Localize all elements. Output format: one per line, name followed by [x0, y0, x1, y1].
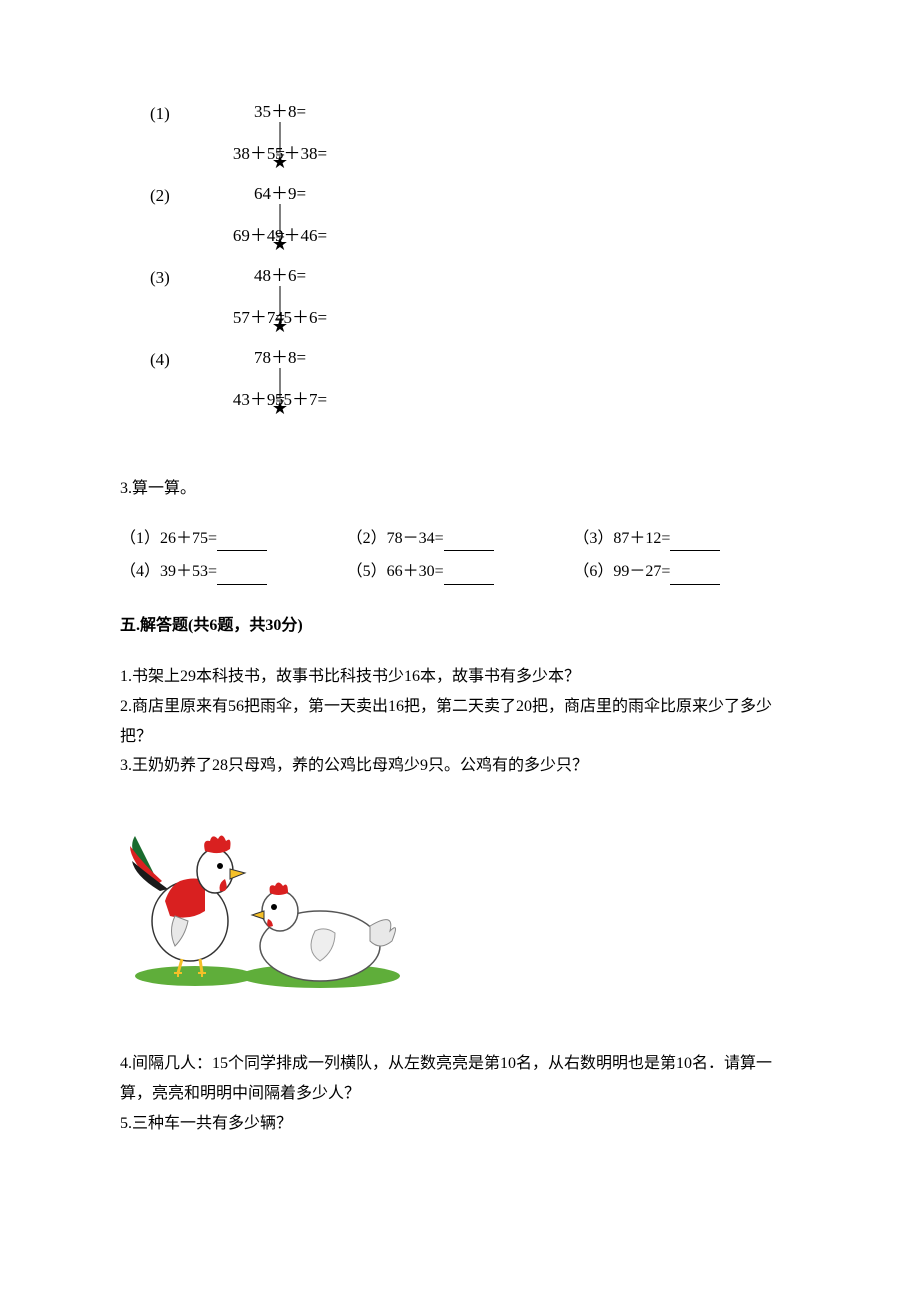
diagram-right-expr: 9＋46= — [275, 222, 327, 249]
calc-expr: （5）66＋30= — [347, 563, 444, 580]
calc-expr: （6）99－27= — [573, 563, 670, 580]
calc-item: （5）66＋30= — [347, 559, 574, 585]
diagram-number: (3) — [150, 264, 210, 291]
arithmetic-diagram-block: (1) 35＋8= ★ 38＋5= 5＋38= (2) 64＋9= ★ 69＋4… — [150, 100, 800, 426]
calc-item: （2）78－34= — [347, 526, 574, 552]
question-2: 2.商店里原来有56把雨伞，第一天卖出16把，第二天卖了20把，商店里的雨伞比原… — [120, 692, 800, 751]
diagram-group: 64＋9= ★ 69＋4= 9＋46= — [210, 182, 350, 262]
diagram-group: 78＋8= ★ 43＋9= 55＋7= — [210, 346, 350, 426]
diagram-right-expr: 55＋7= — [275, 386, 327, 413]
diagram-right-expr: 5＋38= — [275, 140, 327, 167]
diagram-group: 35＋8= ★ 38＋5= 5＋38= — [210, 100, 350, 180]
chickens-svg-icon — [120, 821, 420, 991]
fill-blank[interactable] — [217, 535, 267, 551]
calc-row: （4）39＋53= （5）66＋30= （6）99－27= — [120, 559, 800, 585]
diagram-item: (1) 35＋8= ★ 38＋5= 5＋38= — [150, 100, 800, 180]
diagram-number: (2) — [150, 182, 210, 209]
calc-item: （3）87＋12= — [573, 526, 800, 552]
question-4: 4.间隔几人：15个同学排成一列横队，从左数亮亮是第10名，从右数明明也是第10… — [120, 1049, 800, 1108]
question-3: 3.王奶奶养了28只母鸡，养的公鸡比母鸡少9只。公鸡有的多少只？ — [120, 751, 800, 781]
calc-row: （1）26＋75= （2）78－34= （3）87＋12= — [120, 526, 800, 552]
calc-item: （6）99－27= — [573, 559, 800, 585]
fill-blank[interactable] — [444, 569, 494, 585]
diagram-right-expr: 45＋6= — [275, 304, 327, 331]
diagram-item: (4) 78＋8= ★ 43＋9= 55＋7= — [150, 346, 800, 426]
diagram-number: (1) — [150, 100, 210, 127]
fill-blank[interactable] — [670, 535, 720, 551]
section-5-heading: 五.解答题(共6题，共30分) — [120, 613, 800, 639]
diagram-item: (2) 64＋9= ★ 69＋4= 9＋46= — [150, 182, 800, 262]
calc-item: （4）39＋53= — [120, 559, 347, 585]
fill-blank[interactable] — [444, 535, 494, 551]
diagram-number: (4) — [150, 346, 210, 373]
diagram-group: 48＋6= ★ 57＋7= 45＋6= — [210, 264, 350, 344]
calc-section-label: 3.算一算。 — [120, 476, 800, 502]
calc-expr: （2）78－34= — [347, 530, 444, 547]
calc-expr: （1）26＋75= — [120, 530, 217, 547]
question-5: 5.三种车一共有多少辆？ — [120, 1109, 800, 1139]
calc-item: （1）26＋75= — [120, 526, 347, 552]
calc-expr: （3）87＋12= — [573, 530, 670, 547]
fill-blank[interactable] — [217, 569, 267, 585]
calc-expr: （4）39＋53= — [120, 563, 217, 580]
fill-blank[interactable] — [670, 569, 720, 585]
diagram-item: (3) 48＋6= ★ 57＋7= 45＋6= — [150, 264, 800, 344]
chickens-illustration — [120, 821, 800, 1000]
question-1: 1.书架上29本科技书，故事书比科技书少16本，故事书有多少本？ — [120, 662, 800, 692]
